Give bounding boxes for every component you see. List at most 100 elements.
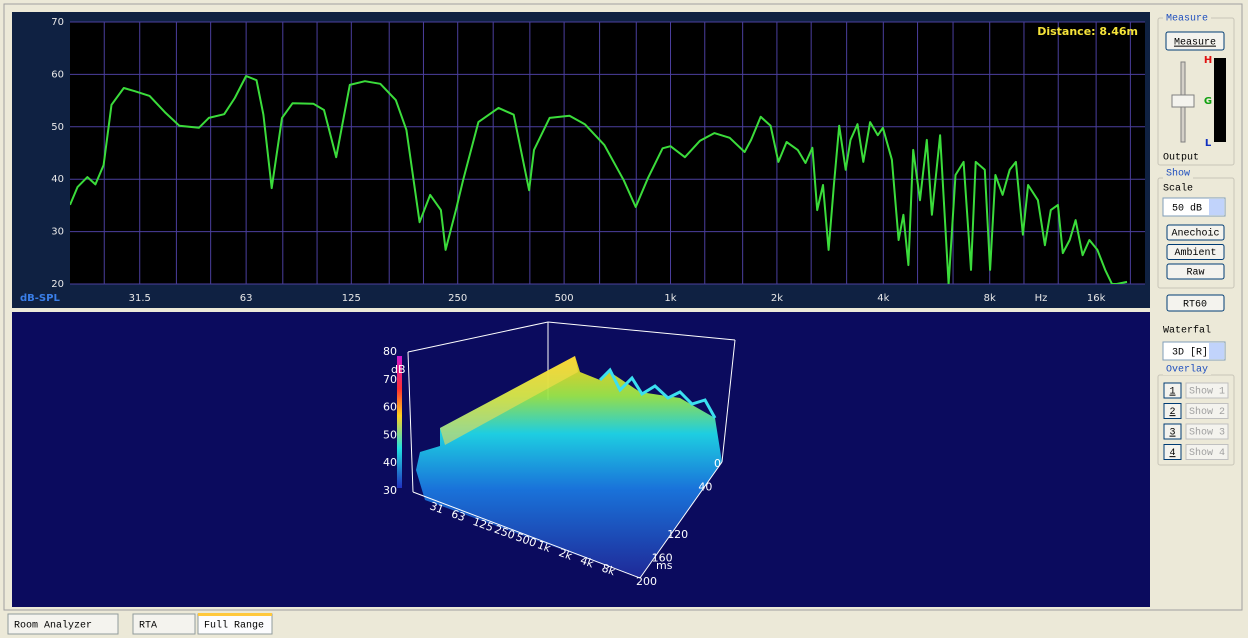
time-tick-label: 120: [667, 528, 688, 541]
group-label-bg: [1163, 167, 1193, 179]
y-tick-label: 20: [51, 279, 64, 290]
x-tick-label: 125: [342, 293, 361, 304]
tab-label[interactable]: Full Range: [204, 620, 264, 632]
box-edge: [547, 321, 736, 341]
button-label[interactable]: Anechoic: [1171, 228, 1219, 240]
button-label[interactable]: Show 2: [1189, 406, 1225, 418]
button-label[interactable]: Show 4: [1189, 447, 1225, 459]
overlay-show-button[interactable]: [1185, 444, 1229, 460]
x-tick-label: 8k: [984, 293, 996, 304]
time-tick-label: 40: [698, 481, 712, 494]
time-tick-label: 160: [652, 551, 673, 564]
overlay-show-button[interactable]: [1185, 423, 1229, 440]
x-tick-label: 16k: [1087, 293, 1106, 304]
meter-label: L: [1205, 138, 1212, 149]
z-tick-label: 40: [383, 456, 397, 469]
box-edge: [407, 351, 414, 493]
y-tick-label: 40: [51, 174, 64, 185]
meter-label: G: [1204, 96, 1212, 107]
select-value[interactable]: 50 dB: [1172, 203, 1202, 215]
group-label-bg: [1163, 363, 1211, 375]
x-unit-label: Hz: [1035, 293, 1048, 304]
y-tick-label: 60: [51, 69, 64, 80]
response-line: [70, 75, 1128, 284]
overlay-number[interactable]: [1163, 423, 1182, 440]
x-tick-label: 1k: [664, 293, 676, 304]
overlay-show-button[interactable]: [1185, 382, 1229, 399]
x-tick-label: 4k: [877, 293, 889, 304]
scale-label: Scale: [1163, 183, 1193, 195]
box-edge: [407, 321, 549, 353]
z-tick-label: 70: [383, 373, 397, 386]
freq-tick-label: 1k: [535, 538, 553, 555]
series-layer: [70, 75, 1128, 284]
overlay-show-button[interactable]: [1185, 403, 1229, 419]
distance-annotation: Distance: 8.46m: [1037, 25, 1138, 38]
show-button[interactable]: [1166, 224, 1225, 241]
overlay-number[interactable]: [1163, 382, 1182, 399]
waterfall-ridge: [440, 356, 578, 445]
waterfall-plot: dB ms: [391, 321, 736, 579]
group-label-bg: [1163, 12, 1211, 24]
dropdown-arrow[interactable]: [1209, 343, 1224, 359]
box-edge: [639, 461, 723, 579]
box-edge: [412, 491, 641, 579]
z-tick-label: 60: [383, 401, 397, 414]
plot-area: [70, 22, 1145, 284]
output-label: Output: [1163, 153, 1199, 164]
waterfall-peaks: [598, 367, 717, 419]
z-tick-label: 30: [383, 484, 397, 497]
x-tick-label: 63: [240, 293, 253, 304]
box-edge: [721, 339, 736, 463]
y-tick-label: 30: [51, 227, 64, 238]
overlay-number-label[interactable]: 4: [1169, 448, 1175, 459]
x-tick-label: 2k: [771, 293, 783, 304]
x-tick-label: 31.5: [129, 293, 151, 304]
show-button[interactable]: [1166, 263, 1225, 280]
slider-thumb[interactable]: [1171, 94, 1195, 108]
overlay-number[interactable]: [1163, 403, 1182, 419]
rt60-button[interactable]: [1166, 294, 1225, 312]
overlay-number-label[interactable]: 2: [1169, 407, 1175, 418]
waterfall-label: Waterfal: [1163, 325, 1211, 337]
level-meter: [1214, 58, 1226, 142]
y-tick-label: 70: [51, 17, 64, 28]
x-tick-label: 250: [448, 293, 467, 304]
overlay-number-label[interactable]: 3: [1169, 428, 1175, 439]
button-label[interactable]: Show 1: [1189, 386, 1225, 398]
overlay-number-label[interactable]: 1: [1169, 387, 1175, 398]
measure-button[interactable]: [1165, 31, 1225, 51]
time-tick-label: 200: [636, 575, 657, 588]
show-buttons: Anechoic Ambient Raw: [1166, 224, 1225, 280]
side-panel: Measure Measure H G L Output Show Scale …: [1157, 12, 1235, 466]
time-axis-label: ms: [656, 559, 673, 572]
overlay-list: 1 Show 1 2 Show 2 3 Show 3 4 Show 4: [1163, 382, 1229, 460]
tab-label[interactable]: Room Analyzer: [14, 620, 92, 632]
dropdown-arrow[interactable]: [1209, 199, 1224, 215]
button-label[interactable]: Raw: [1186, 268, 1204, 279]
button-label[interactable]: Ambient: [1174, 247, 1216, 259]
grid: 20 30 40 50 60 70 31.5 63 125 250 500 1k 2k 4k 8k 16k: [51, 17, 1145, 304]
freq-tick-label: 8k: [600, 561, 618, 578]
z-axis-label: dB: [391, 363, 406, 376]
z-tick-label: 50: [383, 428, 397, 441]
show-button[interactable]: [1166, 244, 1225, 260]
tab-highlight: [198, 613, 272, 616]
button-label[interactable]: Show 3: [1189, 427, 1225, 439]
tab[interactable]: [132, 613, 196, 635]
tab-label[interactable]: RTA: [139, 621, 157, 632]
button-label[interactable]: RT60: [1183, 300, 1207, 311]
time-tick-label: 0: [714, 457, 721, 470]
group-label: Show: [1166, 168, 1190, 180]
freq-tick-label: 2k: [557, 546, 575, 563]
freq-tick-label: 63: [449, 507, 467, 524]
overlay-number[interactable]: [1163, 444, 1182, 460]
select-value[interactable]: 3D [R]: [1172, 347, 1208, 359]
button-label[interactable]: Measure: [1174, 38, 1216, 49]
x-tick-label: 500: [555, 293, 574, 304]
y-axis-label: dB-SPL: [20, 293, 60, 304]
tab[interactable]: [7, 613, 119, 635]
meter-label: H: [1204, 55, 1212, 66]
